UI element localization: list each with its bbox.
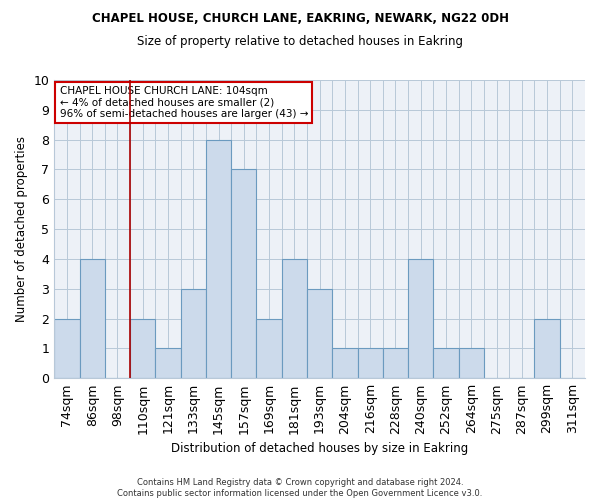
Bar xyxy=(358,348,383,378)
Bar xyxy=(206,140,231,378)
Bar xyxy=(130,318,155,378)
Y-axis label: Number of detached properties: Number of detached properties xyxy=(15,136,28,322)
Bar xyxy=(155,348,181,378)
Bar xyxy=(181,289,206,378)
Bar xyxy=(383,348,408,378)
Text: CHAPEL HOUSE, CHURCH LANE, EAKRING, NEWARK, NG22 0DH: CHAPEL HOUSE, CHURCH LANE, EAKRING, NEWA… xyxy=(91,12,509,26)
Bar xyxy=(80,259,105,378)
Bar xyxy=(282,259,307,378)
Bar xyxy=(408,259,433,378)
Bar xyxy=(231,170,256,378)
Bar xyxy=(307,289,332,378)
Bar xyxy=(256,318,282,378)
Bar xyxy=(433,348,458,378)
Text: Contains HM Land Registry data © Crown copyright and database right 2024.
Contai: Contains HM Land Registry data © Crown c… xyxy=(118,478,482,498)
Bar xyxy=(54,318,80,378)
Text: Size of property relative to detached houses in Eakring: Size of property relative to detached ho… xyxy=(137,35,463,48)
Bar xyxy=(332,348,358,378)
X-axis label: Distribution of detached houses by size in Eakring: Distribution of detached houses by size … xyxy=(171,442,468,455)
Text: CHAPEL HOUSE CHURCH LANE: 104sqm
← 4% of detached houses are smaller (2)
96% of : CHAPEL HOUSE CHURCH LANE: 104sqm ← 4% of… xyxy=(59,86,308,119)
Bar xyxy=(535,318,560,378)
Bar xyxy=(458,348,484,378)
